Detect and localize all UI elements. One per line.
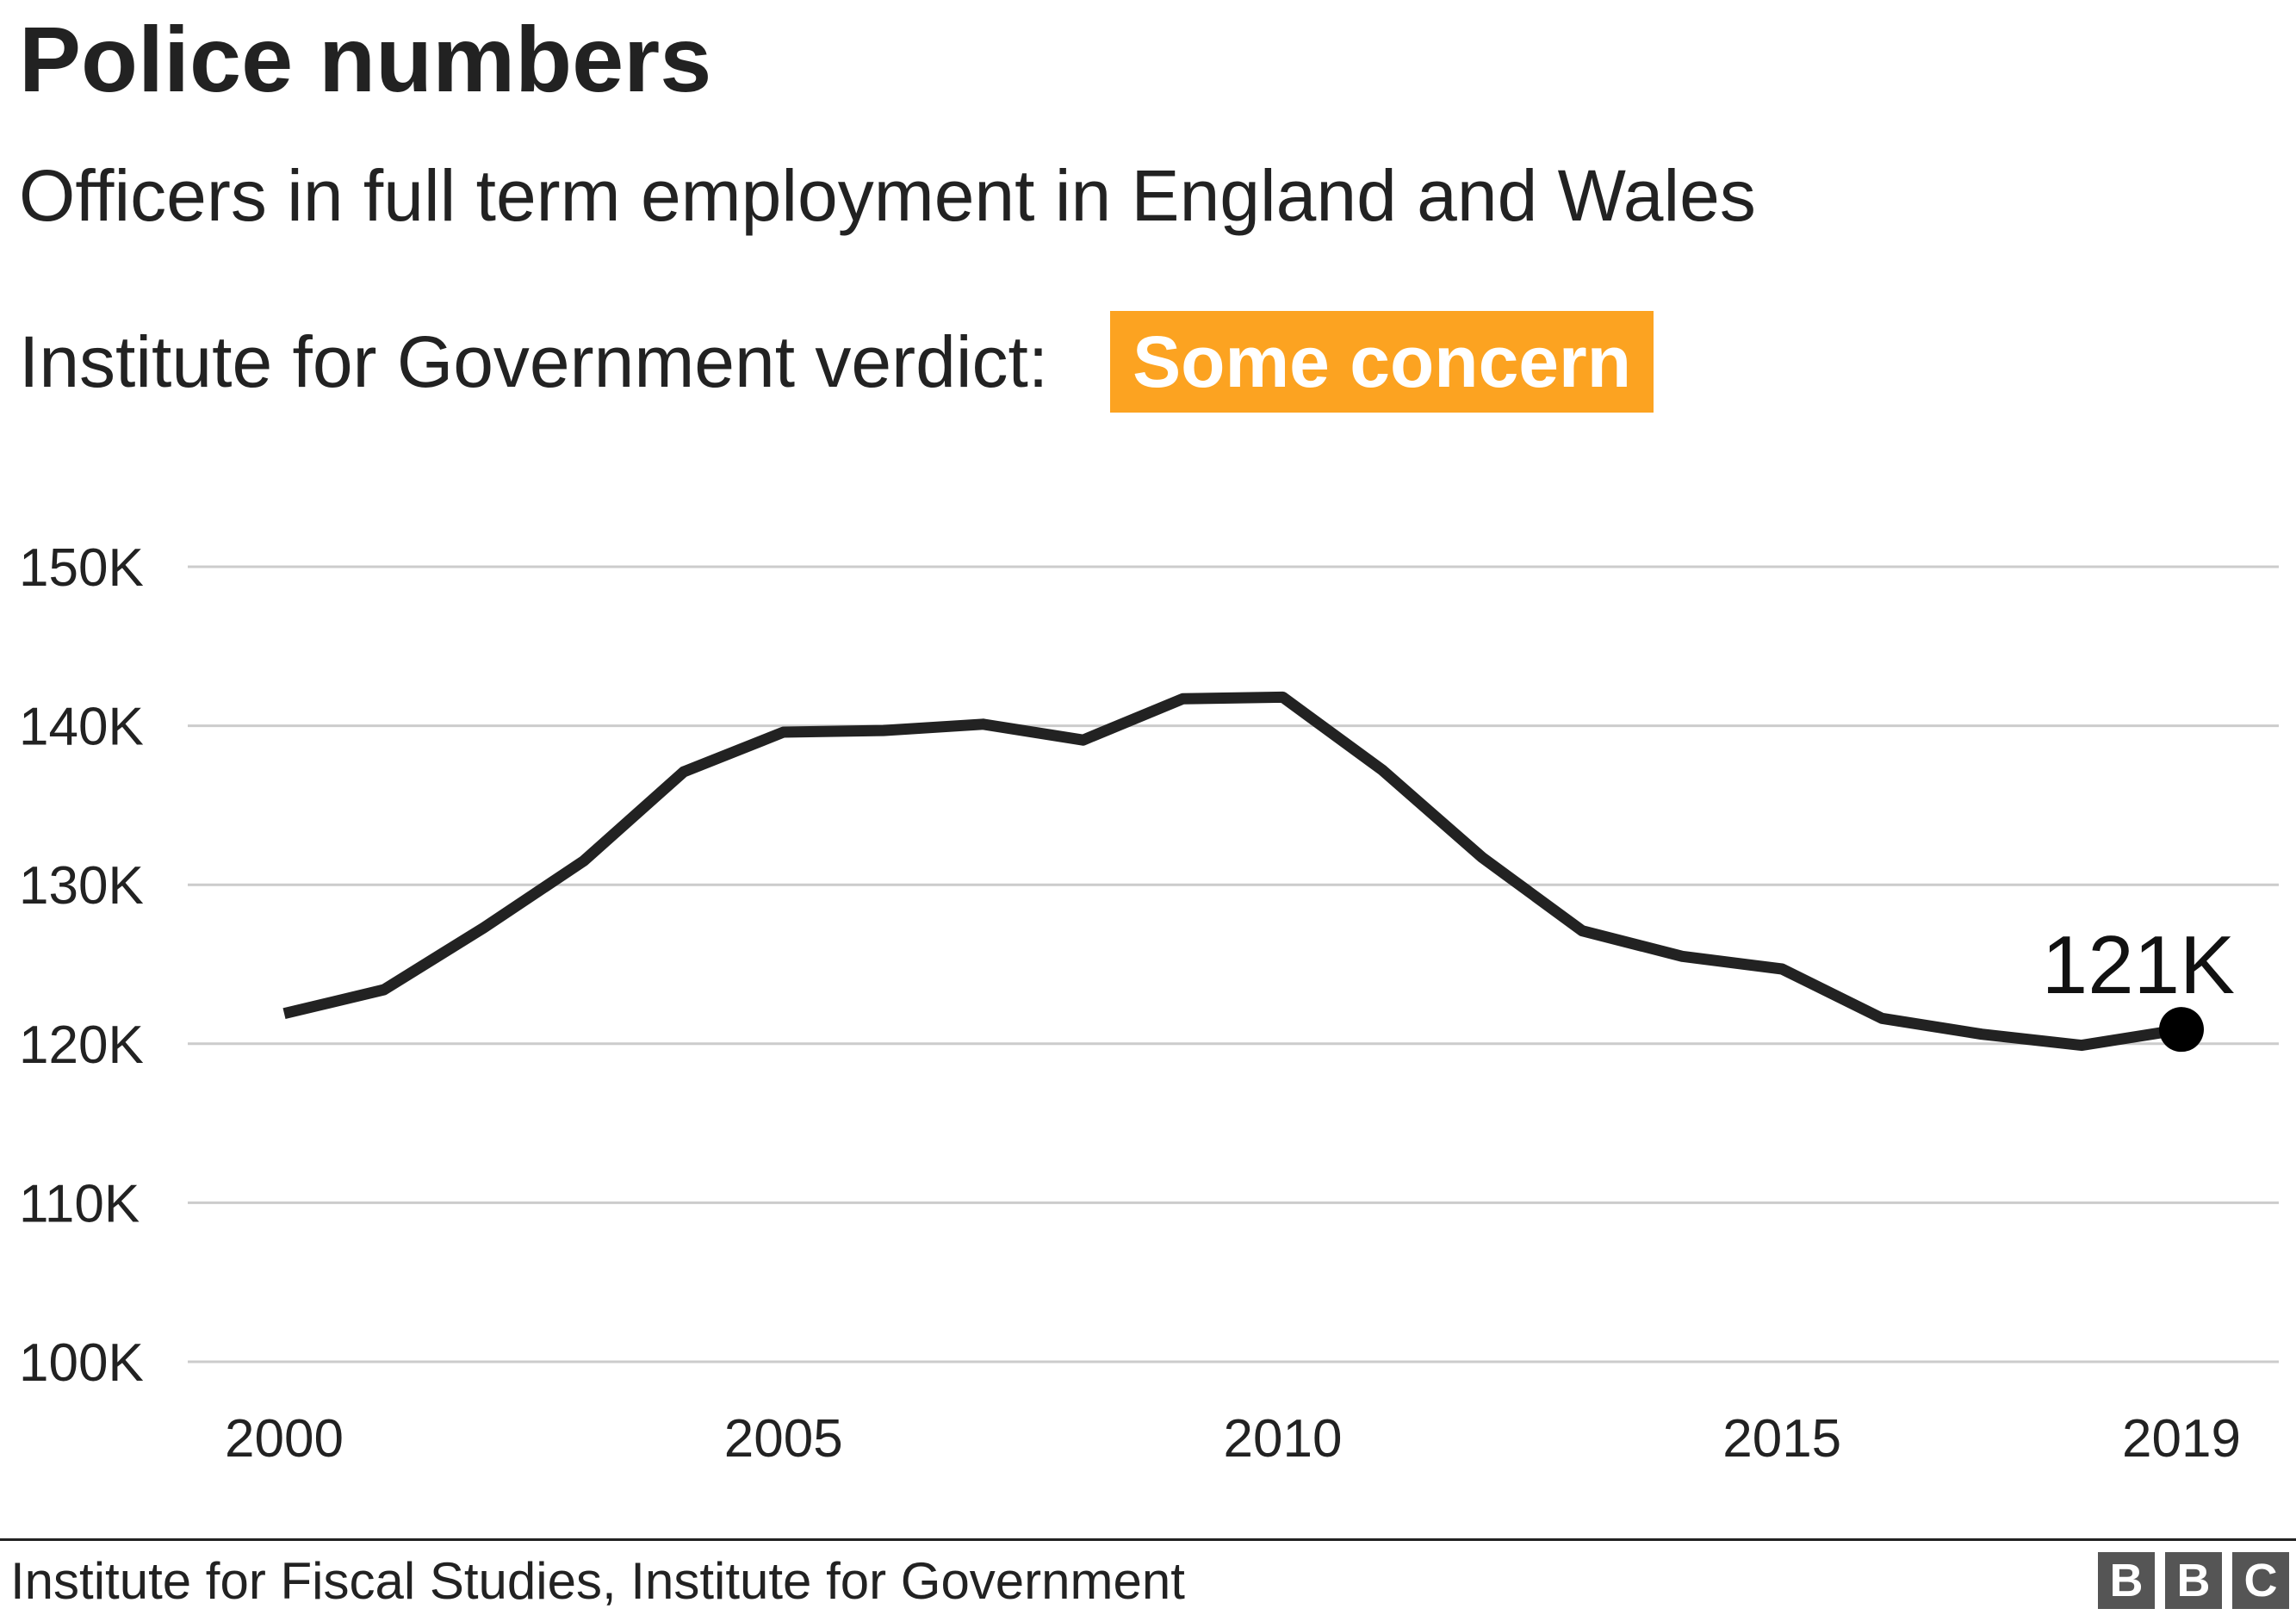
y-tick-label-110: 110K — [19, 1174, 140, 1233]
y-tick-label-150: 150K — [19, 538, 144, 598]
y-tick-label-130: 130K — [19, 856, 144, 916]
data-point-2014 — [1679, 953, 1685, 959]
bbc-logo-block-b1: B — [2098, 1552, 2155, 1609]
x-tick-label-2000: 2000 — [225, 1409, 344, 1469]
line-chart: 100K 110K 120K 130K 140K 150K 2000 2005 2010 201… — [19, 538, 2279, 1469]
x-tick-label-2010: 2010 — [1224, 1409, 1343, 1469]
data-point-2005 — [781, 730, 786, 735]
series-line-0 — [282, 691, 2183, 1052]
endpoint-marker — [2159, 1007, 2204, 1053]
data-point-2012 — [1480, 855, 1485, 860]
verdict-label: Institute for Government verdict: — [19, 321, 1049, 402]
series-layer — [282, 691, 2183, 1052]
annotation-layer: 121K — [2042, 919, 2235, 1053]
data-point-2006 — [881, 728, 886, 733]
x-tick-label-2015: 2015 — [1722, 1409, 1841, 1469]
data-point-2000 — [282, 1011, 287, 1016]
x-tick-label-2005: 2005 — [724, 1409, 843, 1469]
endpoint-label: 121K — [2042, 919, 2235, 1011]
data-point-2011 — [1380, 767, 1385, 773]
chart-title: Police numbers — [19, 7, 712, 111]
source-text: Institute for Fiscal Studies, Institute … — [10, 1552, 1185, 1610]
data-point-2016 — [1879, 1016, 1884, 1021]
data-point-2013 — [1579, 929, 1585, 934]
gridlines — [188, 565, 2279, 1363]
data-point-2017 — [1979, 1032, 1984, 1037]
data-point-2008 — [1081, 737, 1086, 742]
x-tick-label-2019: 2019 — [2122, 1409, 2241, 1469]
y-axis-labels: 100K 110K 120K 130K 140K 150K — [19, 538, 144, 1393]
verdict-badge: Some concern — [1110, 311, 1654, 413]
y-tick-label-100: 100K — [19, 1333, 144, 1393]
y-tick-label-140: 140K — [19, 698, 144, 757]
verdict-row: Institute for Government verdict: Some c… — [19, 308, 1654, 415]
data-point-2001 — [382, 987, 387, 992]
y-tick-label-120: 120K — [19, 1016, 144, 1075]
data-point-2015 — [1779, 966, 1784, 972]
data-point-2003 — [581, 859, 586, 864]
data-point-2007 — [981, 722, 986, 727]
x-axis-labels: 2000 2005 2010 2015 2019 — [225, 1409, 2241, 1469]
data-point-2010 — [1280, 694, 1285, 699]
footer-divider — [0, 1538, 2296, 1541]
chart-subtitle: Officers in full term employment in Engl… — [19, 155, 1756, 236]
data-point-2009 — [1181, 696, 1186, 701]
bbc-logo-block-b2: B — [2165, 1552, 2222, 1609]
data-point-2018 — [2079, 1043, 2084, 1048]
bbc-logo: B B C — [2098, 1552, 2289, 1609]
bbc-logo-block-c: C — [2232, 1552, 2289, 1609]
data-point-2002 — [481, 925, 487, 930]
data-point-2004 — [681, 769, 686, 774]
